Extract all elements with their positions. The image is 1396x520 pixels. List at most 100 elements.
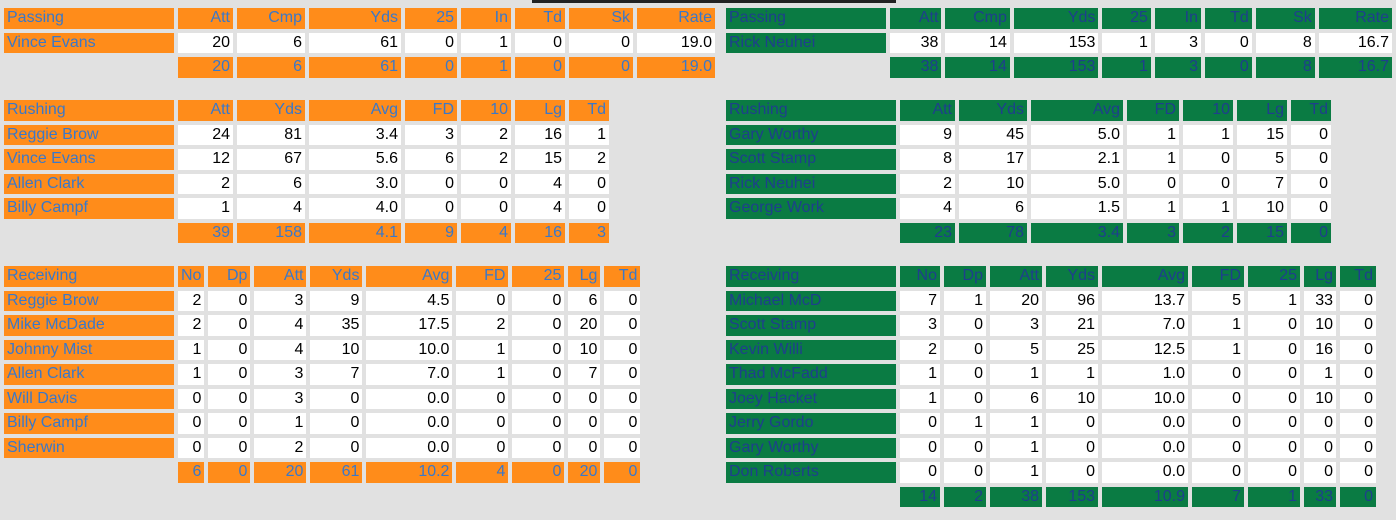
stat-cell: 3 bbox=[900, 315, 940, 336]
stat-cell: 7.0 bbox=[366, 364, 453, 385]
player-row: Gary Worthy 0 0 1 0 0.0 0 0 0 0 bbox=[726, 437, 1376, 458]
player-name[interactable]: Joey Hacket bbox=[726, 388, 896, 409]
stat-cell: 0 bbox=[604, 364, 641, 385]
stat-cell: 3 bbox=[254, 290, 307, 311]
column-header: FD bbox=[1192, 266, 1244, 287]
total-cell: 14 bbox=[900, 486, 940, 507]
player-name[interactable]: Vince Evans bbox=[4, 32, 174, 53]
player-name[interactable]: Scott Stamp bbox=[726, 149, 896, 170]
stat-cell: 20 bbox=[990, 290, 1042, 311]
stat-cell: 2 bbox=[461, 149, 511, 170]
player-name[interactable]: Sherwin bbox=[4, 437, 174, 458]
column-header: 25 bbox=[1102, 8, 1151, 29]
player-name[interactable]: Mike McDade bbox=[4, 315, 174, 336]
column-header: FD bbox=[405, 100, 457, 121]
stat-cell: 1 bbox=[900, 364, 940, 385]
total-cell: 7 bbox=[1192, 486, 1244, 507]
stat-cell: 10 bbox=[1304, 388, 1336, 409]
player-name[interactable]: Rick Neuhei bbox=[726, 32, 887, 53]
total-cell: 1 bbox=[1102, 57, 1151, 78]
stat-cell: 0 bbox=[1183, 149, 1233, 170]
stat-cell: 1 bbox=[1102, 32, 1151, 53]
player-name[interactable]: Allen Clark bbox=[4, 173, 174, 194]
player-row: Vince Evans 12 67 5.6 6 2 15 2 bbox=[4, 149, 609, 170]
player-name[interactable]: Rick Neuhei bbox=[726, 173, 896, 194]
stat-cell: 0 bbox=[1340, 315, 1376, 336]
player-row: Billy Campf 0 0 1 0 0.0 0 0 0 0 bbox=[4, 413, 641, 434]
stat-cell: 0 bbox=[1248, 315, 1300, 336]
player-name[interactable]: Billy Campf bbox=[4, 198, 174, 219]
stat-cell: 16 bbox=[1304, 339, 1336, 360]
player-row: Billy Campf 1 4 4.0 0 0 4 0 bbox=[4, 198, 609, 219]
section-title: Rushing bbox=[4, 100, 174, 121]
player-name[interactable]: Scott Stamp bbox=[726, 315, 896, 336]
player-name[interactable]: Reggie Brow bbox=[4, 124, 174, 145]
player-row: Thad McFadd 1 0 1 1 1.0 0 0 1 0 bbox=[726, 364, 1376, 385]
stat-cell: 0 bbox=[604, 388, 641, 409]
player-name[interactable]: Gary Worthy bbox=[726, 437, 896, 458]
stat-cell: 45 bbox=[959, 124, 1027, 145]
total-spacer bbox=[4, 223, 174, 244]
player-name[interactable]: Kevin Willi bbox=[726, 339, 896, 360]
player-name[interactable]: Billy Campf bbox=[4, 413, 174, 434]
stat-cell: 1 bbox=[990, 462, 1042, 483]
player-name[interactable]: Don Roberts bbox=[726, 462, 896, 483]
stat-cell: 4 bbox=[254, 339, 307, 360]
total-cell: 153 bbox=[1046, 486, 1098, 507]
player-name[interactable]: Jerry Gordo bbox=[726, 413, 896, 434]
header-row: Rushing Att Yds Avg FD 10 Lg Td bbox=[726, 100, 1331, 121]
stat-cell: 0 bbox=[456, 290, 509, 311]
stat-cell: 0.0 bbox=[366, 437, 453, 458]
total-cell: 16.7 bbox=[1318, 57, 1392, 78]
stat-cell: 1 bbox=[1304, 364, 1336, 385]
stat-cell: 35 bbox=[310, 315, 363, 336]
stat-cell: 0 bbox=[1291, 149, 1331, 170]
column-header: Sk bbox=[569, 8, 633, 29]
stat-cell: 16.7 bbox=[1318, 32, 1392, 53]
stat-cell: 1.0 bbox=[1102, 364, 1188, 385]
stat-cell: 0 bbox=[900, 437, 940, 458]
player-name[interactable]: Allen Clark bbox=[4, 364, 174, 385]
stat-cell: 12 bbox=[178, 149, 233, 170]
total-cell: 0 bbox=[208, 462, 251, 483]
total-cell: 0 bbox=[1204, 57, 1252, 78]
stat-cell: 0 bbox=[512, 388, 565, 409]
stat-cell: 0 bbox=[461, 173, 511, 194]
stat-cell: 0 bbox=[1127, 173, 1179, 194]
stat-cell: 96 bbox=[1046, 290, 1098, 311]
total-cell: 158 bbox=[237, 222, 305, 243]
stat-cell: 0 bbox=[456, 388, 509, 409]
player-row: Scott Stamp 8 17 2.1 1 0 5 0 bbox=[726, 149, 1331, 170]
player-name[interactable]: George Work bbox=[726, 198, 896, 219]
stat-cell: 33 bbox=[1304, 290, 1336, 311]
stat-cell: 0 bbox=[1340, 339, 1376, 360]
player-name[interactable]: Will Davis bbox=[4, 388, 174, 409]
player-name[interactable]: Gary Worthy bbox=[726, 124, 896, 145]
stat-cell: 10 bbox=[1046, 388, 1098, 409]
left-passing-table: Passing Att Cmp Yds 25 In Td Sk Rate Vince Evans 2… bbox=[0, 4, 719, 82]
total-cell: 14 bbox=[945, 57, 1010, 78]
stat-cell: 0 bbox=[568, 413, 601, 434]
player-name[interactable]: Thad McFadd bbox=[726, 364, 896, 385]
player-name[interactable]: Michael McD bbox=[726, 290, 896, 311]
player-name[interactable]: Vince Evans bbox=[4, 149, 174, 170]
header-row: Receiving No Dp Att Yds Avg FD 25 Lg Td bbox=[726, 266, 1376, 287]
stat-cell: 5.0 bbox=[1031, 173, 1123, 194]
player-row: Allen Clark 2 6 3.0 0 0 4 0 bbox=[4, 173, 609, 194]
player-name[interactable]: Reggie Brow bbox=[4, 290, 174, 311]
stat-cell: 2 bbox=[456, 315, 509, 336]
stat-cell: 0.0 bbox=[366, 388, 453, 409]
stat-cell: 0 bbox=[1248, 388, 1300, 409]
column-header: Td bbox=[604, 266, 641, 287]
total-cell: 0 bbox=[604, 462, 641, 483]
stat-cell: 2 bbox=[900, 339, 940, 360]
stat-cell: 6 bbox=[568, 290, 601, 311]
stat-cell: 5.6 bbox=[309, 149, 401, 170]
stat-cell: 0 bbox=[1248, 462, 1300, 483]
player-row: George Work 4 6 1.5 1 1 10 0 bbox=[726, 198, 1331, 219]
stat-cell: 4 bbox=[515, 198, 565, 219]
total-cell: 16 bbox=[515, 222, 565, 243]
stat-cell: 0 bbox=[405, 198, 457, 219]
player-name[interactable]: Johnny Mist bbox=[4, 339, 174, 360]
stat-cell: 1 bbox=[1183, 124, 1233, 145]
